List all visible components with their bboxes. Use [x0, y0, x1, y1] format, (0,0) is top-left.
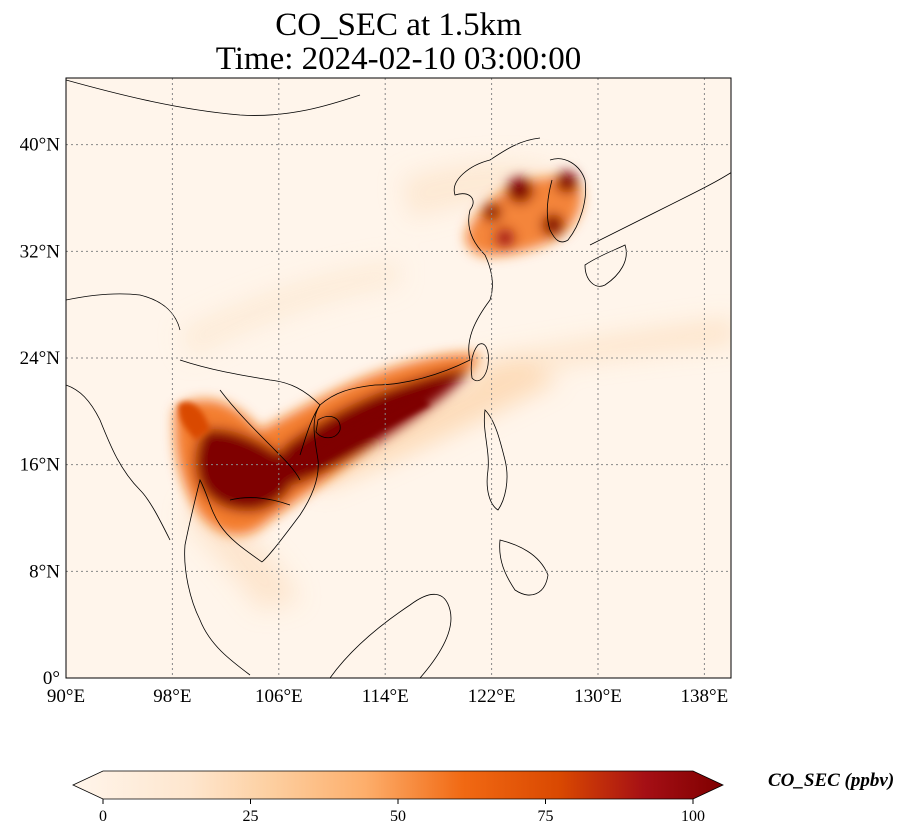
hainan: [315, 416, 341, 439]
map-title-line-1: CO_SEC at 1.5km: [275, 7, 522, 43]
latitude-labels: 0° 8°N 16°N 24°N 32°N 40°N: [20, 135, 61, 689]
lon-tick-label: 122°E: [468, 686, 516, 707]
lon-tick-label: 130°E: [574, 686, 622, 707]
laos-border: [219, 389, 301, 481]
plume-korea-core-3: [483, 203, 501, 221]
lat-tick-label: 0°: [43, 668, 60, 689]
plume-hot-streak: [300, 395, 430, 470]
korea-coast: [546, 158, 587, 243]
myanmar-coast: [66, 384, 171, 541]
japan-kyushu: [584, 244, 627, 287]
plume-korea-core-5: [495, 228, 515, 248]
haze-south: [185, 500, 300, 610]
japan-coast: [589, 172, 731, 246]
lat-tick-label: 32°N: [20, 241, 61, 262]
plume-korea-outer: [465, 176, 583, 256]
gulf-thailand-coast: [184, 478, 263, 676]
taiwan: [470, 343, 489, 382]
lon-tick-label: 106°E: [255, 686, 303, 707]
lat-tick-label: 24°N: [20, 348, 61, 369]
china-coast: [453, 137, 541, 361]
colorbar-bar: [72, 770, 724, 800]
colorbar-tick-label: 25: [243, 808, 259, 825]
longitude-labels: 90°E 98°E 106°E 114°E 122°E 130°E 138°E: [47, 686, 728, 707]
colorbar-tick-label: 75: [538, 808, 554, 825]
plume-core-indochina: [195, 429, 294, 512]
colorbar-tick-label: 0: [99, 808, 107, 825]
coastlines: [66, 79, 731, 678]
cambodia-border: [229, 497, 291, 506]
haze-scs: [300, 360, 560, 490]
lon-tick-label: 114°E: [362, 686, 409, 707]
borneo: [329, 593, 452, 678]
plume-korea-core-4: [542, 214, 564, 236]
map-frame: [65, 77, 732, 679]
luzon: [483, 409, 508, 511]
graticule: [66, 78, 731, 678]
philippines-south: [499, 539, 549, 596]
colorbar-tick-label: 100: [681, 808, 705, 825]
haze-east-band: [470, 318, 731, 380]
colorbar-tick-label: 50: [390, 808, 406, 825]
plume-west-fringe: [178, 401, 210, 440]
lon-tick-label: 90°E: [47, 686, 85, 707]
lon-tick-label: 98°E: [153, 686, 191, 707]
plume-korea-core-2: [556, 171, 578, 193]
south-china-coast: [299, 359, 471, 456]
lat-tick-label: 8°N: [29, 561, 60, 582]
lat-tick-label: 16°N: [20, 455, 61, 476]
mongolia-border: [66, 79, 361, 116]
lat-tick-label: 40°N: [20, 135, 61, 156]
plume-korea-core-1: [507, 177, 533, 203]
map-title-line-2: Time: 2024-02-10 03:00:00: [215, 41, 582, 77]
co-field: [174, 161, 731, 610]
china-indochina-border: [179, 359, 321, 406]
colorbar-label: CO_SEC (ppbv): [768, 770, 895, 791]
lon-tick-label: 138°E: [681, 686, 729, 707]
haze-north: [400, 161, 560, 220]
colorbar-ticks: 0 25 50 75 100: [99, 799, 705, 825]
haze-west: [180, 260, 400, 360]
